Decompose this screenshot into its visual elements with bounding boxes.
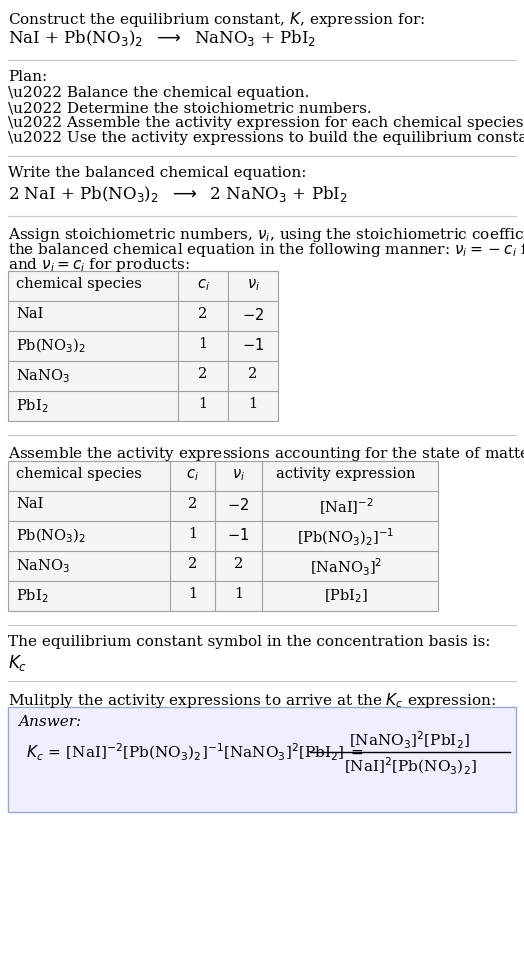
Text: [NaNO$_3$]$^2$[PbI$_2$]: [NaNO$_3$]$^2$[PbI$_2$] bbox=[350, 729, 471, 751]
Text: Assemble the activity expressions accounting for the state of matter and $\nu_i$: Assemble the activity expressions accoun… bbox=[8, 445, 524, 463]
Text: Write the balanced chemical equation:: Write the balanced chemical equation: bbox=[8, 166, 307, 180]
Text: Pb(NO$_3$)$_2$: Pb(NO$_3$)$_2$ bbox=[16, 337, 86, 356]
Text: Assign stoichiometric numbers, $\nu_i$, using the stoichiometric coefficients, $: Assign stoichiometric numbers, $\nu_i$, … bbox=[8, 226, 524, 244]
Text: [PbI$_2$]: [PbI$_2$] bbox=[324, 587, 368, 605]
Text: 2: 2 bbox=[188, 557, 197, 571]
Text: Mulitply the activity expressions to arrive at the $K_c$ expression:: Mulitply the activity expressions to arr… bbox=[8, 691, 496, 710]
Text: NaI: NaI bbox=[16, 497, 43, 511]
Text: $\nu_i$: $\nu_i$ bbox=[246, 277, 259, 292]
Text: $\nu_i$: $\nu_i$ bbox=[232, 467, 245, 482]
Text: [NaNO$_3$]$^2$: [NaNO$_3$]$^2$ bbox=[310, 557, 382, 578]
Text: NaNO$_3$: NaNO$_3$ bbox=[16, 557, 70, 574]
Text: and $\nu_i = c_i$ for products:: and $\nu_i = c_i$ for products: bbox=[8, 256, 190, 274]
Text: Pb(NO$_3$)$_2$: Pb(NO$_3$)$_2$ bbox=[16, 527, 86, 546]
Text: chemical species: chemical species bbox=[16, 467, 142, 481]
FancyBboxPatch shape bbox=[8, 707, 516, 812]
Text: PbI$_2$: PbI$_2$ bbox=[16, 587, 49, 605]
Text: 2: 2 bbox=[234, 557, 243, 571]
Text: $c_i$: $c_i$ bbox=[196, 277, 210, 292]
Text: $-2$: $-2$ bbox=[227, 497, 249, 513]
Text: 2: 2 bbox=[199, 307, 208, 321]
Text: $c_i$: $c_i$ bbox=[186, 467, 199, 482]
Text: 1: 1 bbox=[248, 397, 258, 411]
Text: \u2022 Assemble the activity expression for each chemical species.: \u2022 Assemble the activity expression … bbox=[8, 116, 524, 130]
Text: [Pb(NO$_3$)$_2$]$^{-1}$: [Pb(NO$_3$)$_2$]$^{-1}$ bbox=[297, 527, 395, 549]
Text: 2: 2 bbox=[188, 497, 197, 511]
Text: Answer:: Answer: bbox=[18, 715, 81, 729]
Text: NaNO$_3$: NaNO$_3$ bbox=[16, 367, 70, 385]
Text: [NaI]$^{-2}$: [NaI]$^{-2}$ bbox=[319, 497, 374, 518]
Bar bbox=[8, 271, 278, 421]
Text: 1: 1 bbox=[188, 527, 197, 541]
Text: 2 NaI + Pb(NO$_3$)$_2$  $\longrightarrow$  2 NaNO$_3$ + PbI$_2$: 2 NaI + Pb(NO$_3$)$_2$ $\longrightarrow$… bbox=[8, 184, 348, 204]
Text: $-1$: $-1$ bbox=[242, 337, 264, 353]
Text: \u2022 Use the activity expressions to build the equilibrium constant expression: \u2022 Use the activity expressions to b… bbox=[8, 131, 524, 145]
Text: chemical species: chemical species bbox=[16, 277, 142, 291]
Text: 2: 2 bbox=[248, 367, 258, 381]
Text: \u2022 Determine the stoichiometric numbers.: \u2022 Determine the stoichiometric numb… bbox=[8, 101, 372, 115]
Text: 1: 1 bbox=[234, 587, 243, 601]
Text: the balanced chemical equation in the following manner: $\nu_i = -c_i$ for react: the balanced chemical equation in the fo… bbox=[8, 241, 524, 259]
Text: 1: 1 bbox=[199, 337, 208, 351]
Text: 2: 2 bbox=[199, 367, 208, 381]
Bar bbox=[8, 461, 438, 611]
Text: $K_c$: $K_c$ bbox=[8, 653, 27, 673]
Text: $-1$: $-1$ bbox=[227, 527, 249, 543]
Text: NaI: NaI bbox=[16, 307, 43, 321]
Text: $-2$: $-2$ bbox=[242, 307, 264, 323]
Text: The equilibrium constant symbol in the concentration basis is:: The equilibrium constant symbol in the c… bbox=[8, 635, 490, 649]
Text: Construct the equilibrium constant, $K$, expression for:: Construct the equilibrium constant, $K$,… bbox=[8, 10, 425, 29]
Text: \u2022 Balance the chemical equation.: \u2022 Balance the chemical equation. bbox=[8, 86, 309, 100]
Text: [NaI]$^2$[Pb(NO$_3$)$_2$]: [NaI]$^2$[Pb(NO$_3$)$_2$] bbox=[344, 756, 476, 777]
Text: NaI + Pb(NO$_3$)$_2$  $\longrightarrow$  NaNO$_3$ + PbI$_2$: NaI + Pb(NO$_3$)$_2$ $\longrightarrow$ N… bbox=[8, 28, 316, 48]
Text: 1: 1 bbox=[188, 587, 197, 601]
Text: activity expression: activity expression bbox=[276, 467, 416, 481]
Text: Plan:: Plan: bbox=[8, 70, 47, 84]
Text: $K_c\,=\,$[NaI]$^{-2}$[Pb(NO$_3$)$_2$]$^{-1}$[NaNO$_3$]$^2$[PbI$_2$]$\;=\;$: $K_c\,=\,$[NaI]$^{-2}$[Pb(NO$_3$)$_2$]$^… bbox=[26, 741, 364, 762]
Text: PbI$_2$: PbI$_2$ bbox=[16, 397, 49, 414]
Text: 1: 1 bbox=[199, 397, 208, 411]
